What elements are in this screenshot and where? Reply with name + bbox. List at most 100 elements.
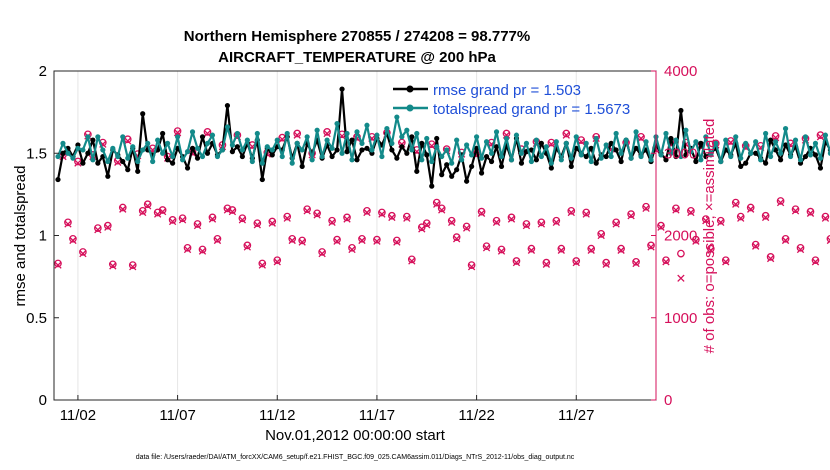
totalspread-point <box>718 158 724 165</box>
obs-assimilated-marker <box>178 216 187 224</box>
obs-assimilated-stroke <box>781 236 790 245</box>
x-tick-label: 11/27 <box>558 407 594 424</box>
obs-possible-marker <box>298 236 307 245</box>
obs-assimilated-marker <box>333 237 341 245</box>
obs-possible-marker <box>328 216 336 225</box>
obs-assimilated-marker <box>677 274 685 282</box>
totalspread-point <box>140 147 146 153</box>
obs-assimilated-stroke <box>323 129 331 138</box>
rmse-point <box>234 144 240 150</box>
obs-assimilated-marker <box>139 208 147 217</box>
obs-possible-marker <box>213 234 222 243</box>
totalspread-point <box>145 140 151 146</box>
totalspread-point <box>623 137 629 143</box>
obs-assimilated-stroke <box>747 205 755 213</box>
totalspread-point <box>738 155 744 161</box>
totalspread-point <box>558 157 564 163</box>
totalspread-point <box>743 140 749 146</box>
obs-assimilated-stroke <box>318 249 326 258</box>
obs-possible-marker <box>268 217 277 226</box>
rmse-point <box>409 134 415 140</box>
obs-assimilated-stroke <box>687 208 695 217</box>
obs-assimilated-marker <box>403 214 411 222</box>
rmse-point <box>90 137 96 143</box>
obs-assimilated-stroke <box>433 200 441 208</box>
obs-assimilated-stroke <box>144 202 152 210</box>
rmse-point <box>753 150 759 156</box>
obs-assimilated-stroke <box>826 236 830 241</box>
rmse-point <box>608 140 614 146</box>
obs-assimilated-stroke <box>153 210 162 218</box>
rmse-point <box>583 153 589 160</box>
obs-assimilated-stroke <box>328 218 336 226</box>
obs-assimilated-stroke <box>811 258 820 266</box>
obs-assimilated-marker <box>582 210 590 218</box>
obs-assimilated-marker <box>303 207 311 215</box>
totalspread-point <box>668 150 674 156</box>
obs-possible-marker <box>168 216 177 224</box>
obs-possible-marker <box>103 221 112 230</box>
obs-possible-marker <box>701 215 710 223</box>
totalspread-point <box>284 130 290 137</box>
obs-possible-marker <box>751 240 760 249</box>
rmse-point <box>548 165 554 171</box>
totalspread-point <box>787 153 794 160</box>
obs-possible-marker <box>348 243 356 252</box>
obs-assimilated-marker <box>378 210 386 218</box>
obs-possible-marker <box>452 233 461 241</box>
obs-possible-marker <box>432 198 441 207</box>
obs-possible-marker <box>716 216 725 225</box>
y-tick-label-left: 0 <box>39 392 47 409</box>
x-gridlines <box>77 71 577 400</box>
totalspread-point <box>184 149 191 155</box>
obs-assimilated-marker <box>572 258 580 267</box>
x-tick-label: 11/17 <box>359 407 395 424</box>
obs-assimilated-marker <box>223 206 232 214</box>
obs-possible-marker <box>178 214 187 223</box>
totalspread-point <box>493 129 500 135</box>
rmse-point <box>259 176 265 183</box>
rmse-point <box>85 150 91 156</box>
obs-assimilated-marker <box>363 208 371 217</box>
obs-assimilated-stroke <box>512 258 521 267</box>
x-axis-label: Nov.01,2012 00:00:00 start <box>265 427 446 444</box>
obs-assimilated-stroke <box>717 218 725 226</box>
obs-assimilated-marker <box>258 261 266 269</box>
obs-possible-marker <box>253 219 262 228</box>
rmse-point <box>588 145 594 151</box>
obs-assimilated-stroke <box>198 247 207 255</box>
totalspread-point <box>334 121 340 127</box>
rmse-point <box>678 107 684 114</box>
obs-assimilated-stroke <box>288 236 296 245</box>
totalspread-point <box>513 132 520 138</box>
obs-assimilated-marker <box>323 129 331 138</box>
obs-assimilated-marker <box>477 209 486 217</box>
obs-assimilated-stroke <box>647 243 655 251</box>
totalspread-point <box>563 140 569 146</box>
totalspread-point <box>234 130 240 137</box>
rmse-point <box>55 176 61 183</box>
rmse-point <box>389 147 395 153</box>
totalspread-point <box>80 147 86 153</box>
obs-possible-marker <box>303 205 312 214</box>
rmse-point <box>125 167 131 173</box>
obs-assimilated-marker <box>761 213 770 222</box>
x-tick-label: 11/07 <box>159 407 195 424</box>
rmse-point <box>239 153 245 160</box>
obs-assimilated-marker <box>766 254 775 263</box>
totalspread-point <box>155 137 161 143</box>
totalspread-point <box>688 149 694 155</box>
totalspread-point <box>618 150 624 156</box>
totalspread-point <box>359 140 365 146</box>
rmse-point <box>394 155 400 161</box>
obs-assimilated-stroke <box>727 138 735 147</box>
totalspread-point <box>105 158 111 165</box>
totalspread-point <box>713 140 719 146</box>
obs-possible-marker <box>54 259 62 268</box>
rmse-point <box>693 158 699 165</box>
totalspread-point <box>384 125 390 132</box>
obs-assimilated-marker <box>74 159 82 167</box>
obs-assimilated-stroke <box>393 238 401 246</box>
rmse-point <box>768 137 774 143</box>
